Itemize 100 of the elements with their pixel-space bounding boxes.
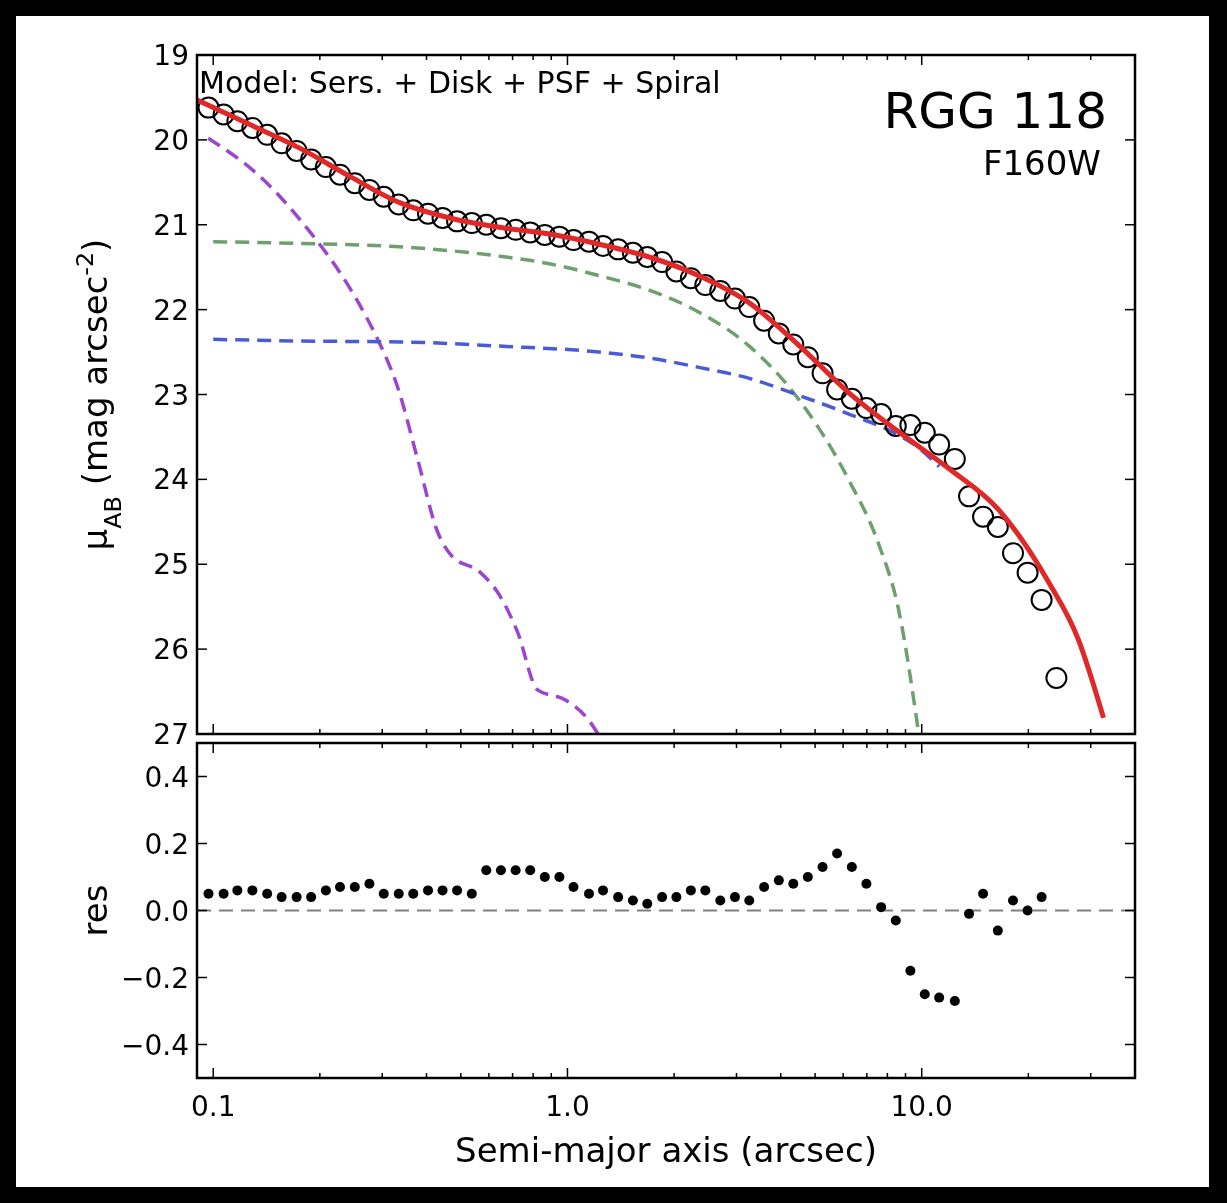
point [460, 212, 483, 235]
point [636, 246, 659, 268]
point [613, 892, 624, 903]
point [817, 861, 828, 872]
point [964, 908, 975, 919]
point [802, 872, 813, 882]
point [408, 888, 419, 899]
point [489, 217, 512, 240]
point [226, 110, 249, 133]
point [840, 387, 863, 410]
point [651, 251, 674, 274]
point [928, 433, 951, 456]
point [349, 882, 360, 893]
point [358, 178, 381, 201]
point [554, 872, 565, 882]
point [943, 448, 966, 471]
point [1036, 892, 1047, 903]
point [744, 895, 755, 906]
point [423, 885, 434, 896]
y-tick-label: 22 [153, 293, 189, 327]
point [291, 892, 302, 903]
point [826, 378, 849, 401]
point [855, 397, 878, 420]
point [364, 878, 375, 889]
point [577, 230, 600, 253]
x-tick-label: 10.0 [890, 1090, 953, 1123]
point [452, 885, 463, 896]
point [314, 156, 337, 179]
y-axis-title: res [75, 884, 115, 937]
y-tick-label: 21 [153, 208, 189, 242]
point [402, 199, 425, 222]
point [679, 267, 702, 290]
point [1002, 542, 1024, 565]
point [446, 210, 469, 233]
point [437, 885, 448, 896]
point [796, 346, 819, 369]
point [621, 241, 644, 264]
point [533, 223, 556, 246]
point [642, 898, 653, 909]
point [510, 865, 521, 876]
point [212, 103, 235, 126]
point [1022, 905, 1033, 916]
point [870, 403, 893, 426]
point [562, 229, 585, 252]
point [256, 123, 279, 146]
point [262, 888, 273, 899]
x-tick-label: 1.0 [545, 1090, 590, 1123]
point [417, 202, 440, 225]
y-tick-label: 27 [153, 718, 189, 751]
point [232, 885, 243, 896]
point [247, 885, 258, 896]
y-tick-label: 19 [153, 39, 189, 72]
point [715, 895, 726, 906]
point [919, 989, 930, 1000]
point [992, 925, 1003, 936]
point [335, 882, 346, 893]
point [832, 848, 843, 859]
point [899, 414, 922, 437]
y-tick-label: −0.2 [121, 961, 189, 995]
point [934, 992, 945, 1003]
x-tick-label: 0.1 [190, 1090, 236, 1123]
point [197, 96, 220, 119]
y-tick-label: 20 [153, 123, 189, 157]
point [607, 238, 630, 261]
point [657, 892, 668, 903]
point [519, 221, 542, 244]
point [729, 892, 740, 903]
point [598, 885, 609, 896]
point [972, 505, 995, 528]
y-tick-label: 0.2 [144, 827, 189, 861]
point [1030, 588, 1053, 611]
point [306, 892, 317, 903]
point [978, 888, 989, 899]
point [671, 892, 682, 903]
point [241, 116, 264, 139]
point [329, 163, 352, 186]
point [709, 279, 732, 302]
point [846, 861, 857, 872]
point [466, 888, 477, 899]
point [773, 875, 784, 886]
point [1045, 666, 1068, 689]
y-tick-label: 23 [153, 378, 189, 412]
point [665, 260, 688, 283]
annotation: Model: Sers. + Disk + PSF + Spiral [199, 65, 721, 100]
point [583, 888, 594, 899]
y-tick-label: −0.4 [121, 1028, 189, 1062]
point [387, 193, 410, 216]
point [285, 139, 308, 162]
point [788, 878, 799, 889]
point [218, 888, 229, 899]
annotation: RGG 118 [883, 82, 1107, 140]
point [431, 206, 454, 229]
point [627, 895, 638, 906]
y-tick-label: 25 [153, 548, 189, 582]
x-axis-title: Semi-major axis (arcsec) [455, 1130, 877, 1170]
point [913, 421, 936, 444]
point [270, 132, 293, 155]
point [1016, 561, 1039, 584]
point [276, 892, 287, 903]
point [694, 274, 717, 297]
